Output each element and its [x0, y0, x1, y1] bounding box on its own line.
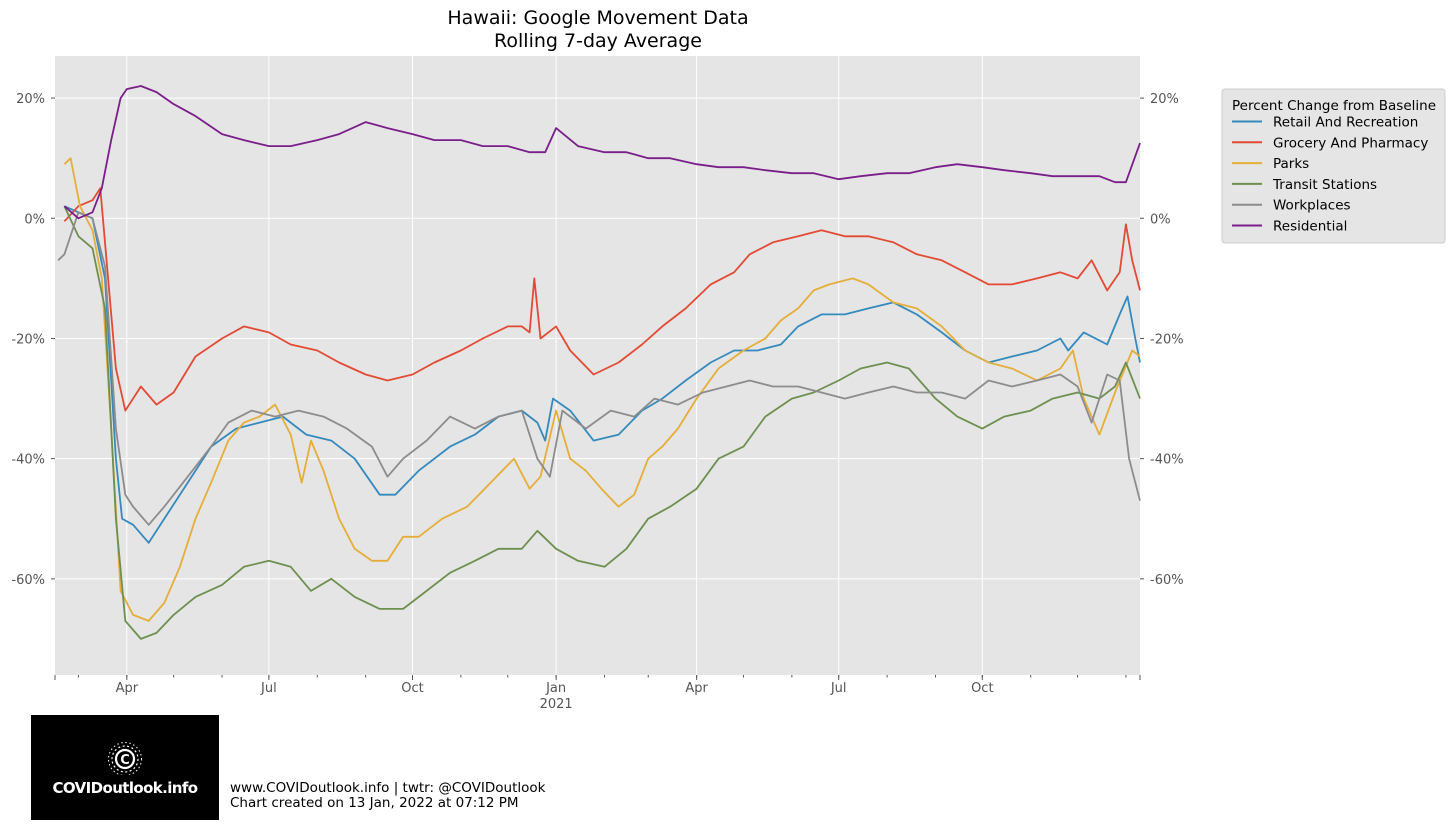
y-tick-label-right: -60% — [1150, 573, 1184, 588]
series-line-parks — [63, 157, 1141, 622]
footer-created: Chart created on 13 Jan, 2022 at 07:12 P… — [230, 795, 519, 811]
legend-label-workplaces: Workplaces — [1273, 198, 1351, 214]
legend-label-residential: Residential — [1273, 219, 1347, 235]
y-tick-label-right: -40% — [1150, 453, 1184, 468]
virus-icon: C — [108, 742, 142, 775]
x-tick-label: Oct — [971, 681, 993, 696]
y-tick-label-right: 20% — [1150, 92, 1179, 107]
footer: www.COVIDoutlook.info | twtr: @COVIDoutl… — [230, 781, 545, 811]
y-tick-label-right: 0% — [1150, 212, 1171, 227]
legend-box — [1221, 88, 1446, 244]
series-group — [57, 85, 1141, 640]
x-tick-label: Jul — [260, 681, 277, 696]
chart-subtitle: Rolling 7-day Average — [494, 30, 702, 52]
logo-text: COVIDoutlook.info — [52, 779, 198, 797]
series-line-grocery-and-pharmacy — [63, 187, 1141, 412]
y-tick-label-left: 0% — [24, 212, 45, 227]
axis-ticks: 20% 20% 0% 0% -20% -20% -40% -40% -60% -60% Apr Jul… — [11, 92, 1183, 712]
legend-title: Percent Change from Baseline — [1232, 98, 1436, 114]
footer-links: www.COVIDoutlook.info | twtr: @COVIDoutl… — [230, 780, 546, 796]
y-tick-label-left: -60% — [11, 573, 45, 588]
grid-lines — [55, 56, 1140, 675]
legend-label-grocery-and-pharmacy: Grocery And Pharmacy — [1273, 135, 1428, 151]
logo: C COVIDoutlook.info — [31, 715, 219, 820]
y-tick-label-right: -20% — [1150, 332, 1184, 347]
x-tick-label: Jul — [830, 681, 847, 696]
legend-label-parks: Parks — [1273, 156, 1309, 172]
legend: Percent Change from Baseline Retail And … — [1221, 88, 1446, 244]
y-tick-label-left: -20% — [11, 332, 45, 347]
legend-label-retail-and-recreation: Retail And Recreation — [1273, 115, 1418, 131]
x-tick-label: Oct — [401, 681, 423, 696]
series-line-transit-stations — [63, 205, 1141, 640]
series-line-residential — [63, 85, 1141, 220]
plot-area — [55, 56, 1140, 675]
x-tick-label: Jan — [545, 681, 566, 696]
x-tick-sublabel: 2021 — [540, 697, 573, 712]
x-tick-label: Apr — [116, 681, 139, 696]
series-line-workplaces — [57, 211, 1141, 526]
chart-title: Hawaii: Google Movement Data — [447, 7, 748, 29]
svg-text:C: C — [120, 753, 130, 768]
y-tick-label-left: 20% — [16, 92, 45, 107]
y-tick-label-left: -40% — [11, 453, 45, 468]
legend-label-transit-stations: Transit Stations — [1272, 177, 1377, 193]
x-tick-label: Apr — [685, 681, 708, 696]
